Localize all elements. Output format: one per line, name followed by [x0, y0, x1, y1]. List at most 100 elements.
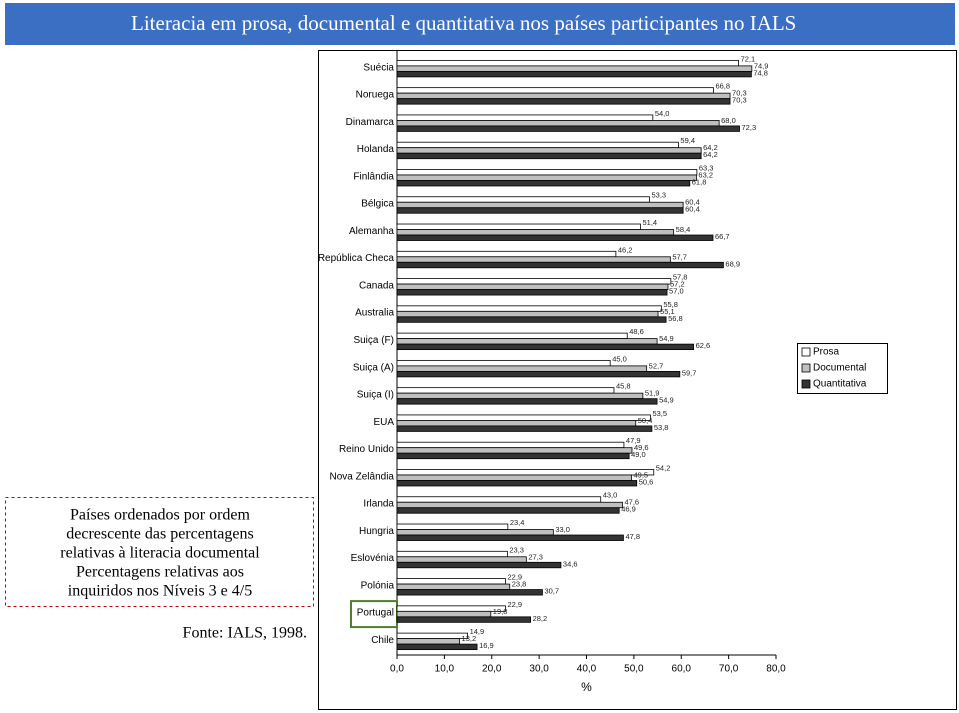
- category-label: Polónia: [361, 580, 395, 591]
- value-label: 14,9: [470, 627, 485, 636]
- bar: [396, 387, 615, 394]
- value-label: 74,9: [754, 61, 769, 70]
- value-label: 63,2: [698, 170, 713, 179]
- bar: [396, 305, 662, 312]
- bar: [396, 278, 672, 285]
- category-label: Suiça (F): [353, 335, 394, 346]
- value-label: 47,8: [625, 532, 640, 541]
- bar: [396, 583, 511, 590]
- note-box: [5, 497, 314, 607]
- value-label: 49,0: [631, 450, 646, 459]
- category-label: Alemanha: [349, 226, 394, 237]
- title-bar: [5, 3, 955, 45]
- bar: [396, 250, 617, 258]
- value-label: 59,4: [680, 136, 695, 145]
- source: Fonte: IALS, 1998.: [183, 625, 307, 642]
- value-label: 72,1: [741, 54, 756, 63]
- bar: [396, 441, 625, 449]
- category-label: Noruega: [356, 90, 395, 101]
- bar: [396, 316, 667, 323]
- value-label: 53,5: [652, 409, 667, 418]
- category-label: Irlanda: [363, 499, 394, 510]
- legend-label: Prosa: [813, 347, 840, 358]
- bar: [396, 529, 554, 536]
- value-label: 63,3: [699, 163, 714, 172]
- x-tick-label: 70,0: [719, 664, 739, 675]
- note-line: Percentagens relativas aos: [76, 564, 244, 581]
- x-tick-label: 0,0: [390, 664, 404, 675]
- bar: [396, 643, 478, 651]
- value-label: 52,7: [649, 361, 664, 370]
- bar: [396, 98, 731, 105]
- value-label: 62,6: [696, 341, 711, 350]
- value-label: 59,7: [682, 368, 697, 377]
- chart-frame: [318, 50, 957, 710]
- category-label: Holanda: [357, 144, 395, 155]
- x-tick-label: 20,0: [482, 664, 502, 675]
- value-label: 46,2: [618, 245, 633, 254]
- value-label: 13,2: [462, 634, 477, 643]
- x-tick-label: 60,0: [672, 664, 692, 675]
- value-label: 50,6: [639, 477, 654, 486]
- category-label: Canada: [359, 280, 394, 291]
- bar: [396, 283, 669, 290]
- value-label: 53,8: [654, 423, 669, 432]
- bar: [396, 152, 702, 160]
- bar: [396, 65, 753, 72]
- value-label: 66,8: [715, 82, 730, 91]
- category-label: Suiça (I): [357, 390, 394, 401]
- bar: [396, 174, 697, 181]
- bar: [396, 452, 630, 460]
- bar: [396, 632, 468, 640]
- bar: [396, 561, 562, 569]
- value-label: 33,0: [555, 525, 570, 534]
- bar: [396, 359, 611, 367]
- bar: [396, 392, 644, 400]
- value-label: 49,5: [634, 470, 649, 479]
- bar: [396, 589, 543, 596]
- bar: [396, 501, 623, 509]
- category-label: Australia: [355, 308, 394, 319]
- value-label: 30,7: [544, 587, 559, 596]
- value-label: 58,4: [676, 225, 691, 234]
- legend-swatch: [801, 347, 811, 357]
- bar: [396, 120, 720, 127]
- value-label: 72,3: [742, 123, 757, 132]
- value-label: 54,2: [656, 463, 671, 472]
- bar: [396, 556, 527, 563]
- value-label: 48,6: [629, 327, 644, 336]
- bar: [396, 289, 668, 296]
- legend-box: [797, 343, 888, 394]
- legend-label: Quantitativa: [813, 379, 867, 390]
- category-label: EUA: [373, 417, 394, 428]
- value-label: 23,8: [512, 580, 527, 589]
- chart-title: Literacia em prosa, documental e quantit…: [131, 11, 796, 35]
- value-label: 57,7: [672, 252, 687, 261]
- value-label: 50,4: [638, 416, 653, 425]
- value-label: 43,0: [603, 491, 618, 500]
- value-label: 61,8: [692, 177, 707, 186]
- bar: [396, 343, 694, 351]
- value-label: 54,0: [655, 109, 670, 118]
- bar: [396, 534, 624, 541]
- category-label: Finlândia: [353, 171, 394, 182]
- bar: [396, 169, 698, 176]
- bar: [396, 201, 684, 209]
- bar: [396, 256, 671, 263]
- bar: [396, 332, 628, 340]
- bar: [396, 229, 675, 236]
- bar: [396, 114, 654, 121]
- legend-swatch: [801, 363, 811, 373]
- bar: [396, 196, 650, 203]
- bar: [396, 425, 653, 432]
- bar: [396, 480, 638, 487]
- bar: [396, 398, 658, 405]
- value-label: 70,3: [732, 96, 747, 105]
- bar: [396, 469, 655, 476]
- bar: [396, 370, 681, 378]
- value-label: 28,2: [533, 614, 548, 623]
- value-label: 23,3: [509, 545, 524, 554]
- value-label: 45,8: [616, 382, 631, 391]
